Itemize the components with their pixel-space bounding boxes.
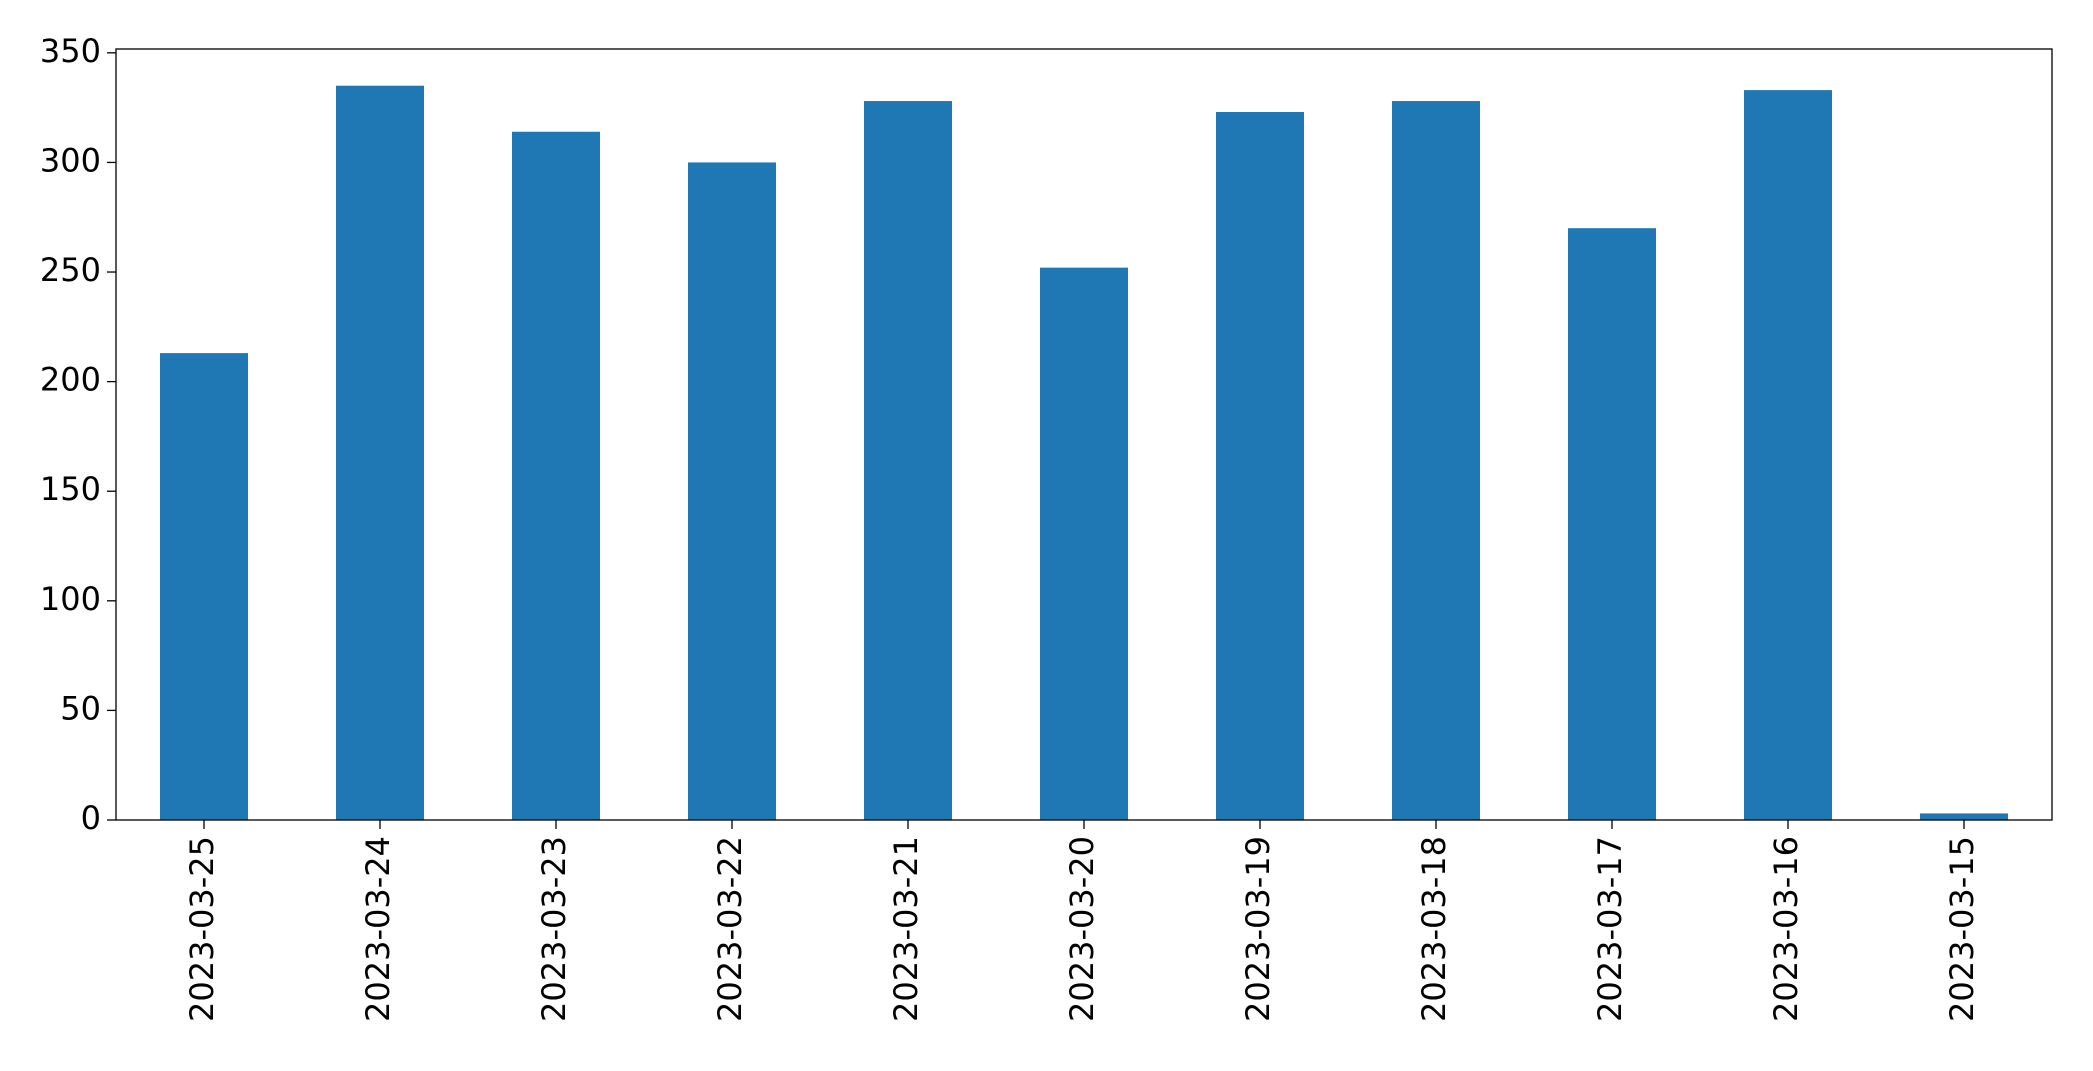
x-tick-label: 2023-03-23 xyxy=(535,836,573,1022)
bar xyxy=(1568,228,1656,821)
y-tick-label: 50 xyxy=(60,689,101,727)
y-tick-label: 300 xyxy=(40,141,101,179)
bar xyxy=(1744,90,1832,820)
bar xyxy=(1392,101,1480,821)
x-tick-label: 2023-03-18 xyxy=(1415,836,1453,1022)
y-tick-label: 100 xyxy=(40,580,101,618)
x-tick-label: 2023-03-16 xyxy=(1767,836,1805,1022)
y-tick-label: 200 xyxy=(40,361,101,399)
x-tick-label: 2023-03-19 xyxy=(1239,836,1277,1022)
bar xyxy=(512,131,600,820)
y-tick-label: 350 xyxy=(40,32,101,70)
y-tick-label: 250 xyxy=(40,251,101,289)
bar xyxy=(864,101,952,821)
y-tick-label: 0 xyxy=(81,799,101,837)
x-tick-label: 2023-03-21 xyxy=(887,836,925,1022)
bar xyxy=(1920,813,2008,820)
y-tick-label: 150 xyxy=(40,470,101,508)
bar xyxy=(1216,112,1304,820)
x-tick-label: 2023-03-25 xyxy=(183,836,221,1022)
bar xyxy=(336,85,424,820)
bar xyxy=(1040,267,1128,820)
plot-frame xyxy=(115,48,2053,821)
x-tick-label: 2023-03-24 xyxy=(359,836,397,1022)
bar xyxy=(688,162,776,820)
x-tick-label: 2023-03-17 xyxy=(1591,836,1629,1022)
bar xyxy=(160,353,248,820)
x-tick-label: 2023-03-15 xyxy=(1943,836,1981,1022)
x-tick-label: 2023-03-20 xyxy=(1063,836,1101,1022)
x-tick-label: 2023-03-22 xyxy=(711,836,749,1022)
